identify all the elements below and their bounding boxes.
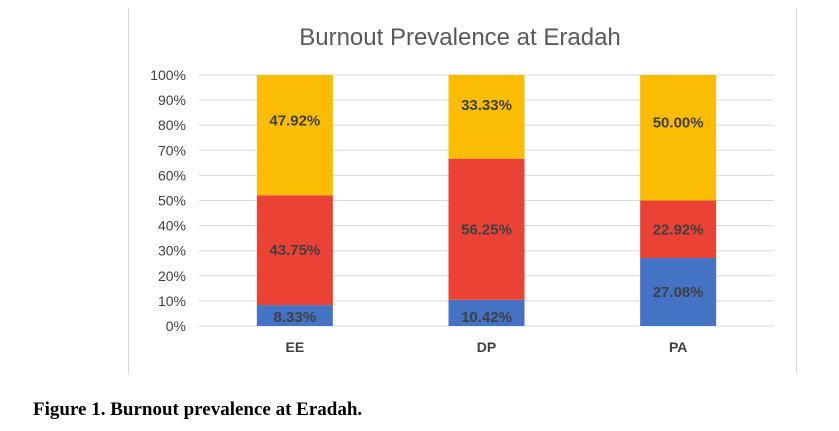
data-label: 43.75%	[269, 242, 320, 259]
y-axis-ticks: 0% 10% 20% 30% 40% 50% 60% 70% 80% 90% 100%	[150, 67, 186, 334]
bar-segment-dp-3	[448, 75, 525, 159]
y-tick-label: 80%	[158, 117, 186, 133]
y-tick-label: 100%	[150, 67, 186, 83]
y-tick-label: 30%	[158, 243, 186, 259]
y-tick-label: 20%	[158, 268, 186, 284]
data-label: 56.25%	[461, 221, 512, 238]
bar-segment-ee-1	[256, 305, 333, 326]
y-tick-label: 90%	[158, 92, 186, 108]
bars	[256, 75, 717, 326]
figure-caption: Figure 1. Burnout prevalence at Eradah.	[33, 399, 363, 420]
bar-segment-ee-3	[256, 75, 333, 196]
y-tick-label: 0%	[166, 318, 186, 334]
data-label: 8.33%	[274, 309, 317, 326]
bar-segment-dp-1	[448, 299, 525, 326]
data-label: 10.42%	[461, 309, 512, 326]
data-label: 33.33%	[461, 97, 512, 114]
data-label: 27.08%	[653, 284, 704, 301]
data-label: 22.92%	[653, 221, 704, 238]
y-tick-label: 40%	[158, 218, 186, 234]
data-label: 50.00%	[653, 115, 704, 132]
x-tick-label-pa: PA	[669, 339, 687, 355]
bar-segment-ee-2	[256, 195, 333, 306]
x-tick-label-ee: EE	[285, 339, 304, 355]
chart-title: Burnout Prevalence at Eradah	[299, 24, 621, 51]
bar-chart: Burnout Prevalence at Eradah 0% 10% 20% 30%…	[150, 24, 774, 355]
data-labels: 8.33% 43.75% 47.92% 10.42% 56.25% 33.33% 27.08…	[269, 97, 703, 326]
bar-segment-pa-3	[640, 75, 717, 201]
y-tick-label: 70%	[158, 142, 186, 158]
chart-area: Burnout Prevalence at Eradah 0% 10% 20% 30%…	[128, 8, 797, 374]
bar-segment-pa-2	[640, 200, 717, 259]
y-tick-label: 10%	[158, 293, 186, 309]
y-tick-label: 60%	[158, 167, 186, 183]
y-tick-label: 50%	[158, 193, 186, 209]
bar-segment-dp-2	[448, 158, 525, 300]
bar-segment-pa-1	[640, 258, 717, 326]
data-label: 47.92%	[269, 113, 320, 130]
x-axis-ticks: EE DP PA	[285, 339, 687, 355]
x-tick-label-dp: DP	[477, 339, 496, 355]
